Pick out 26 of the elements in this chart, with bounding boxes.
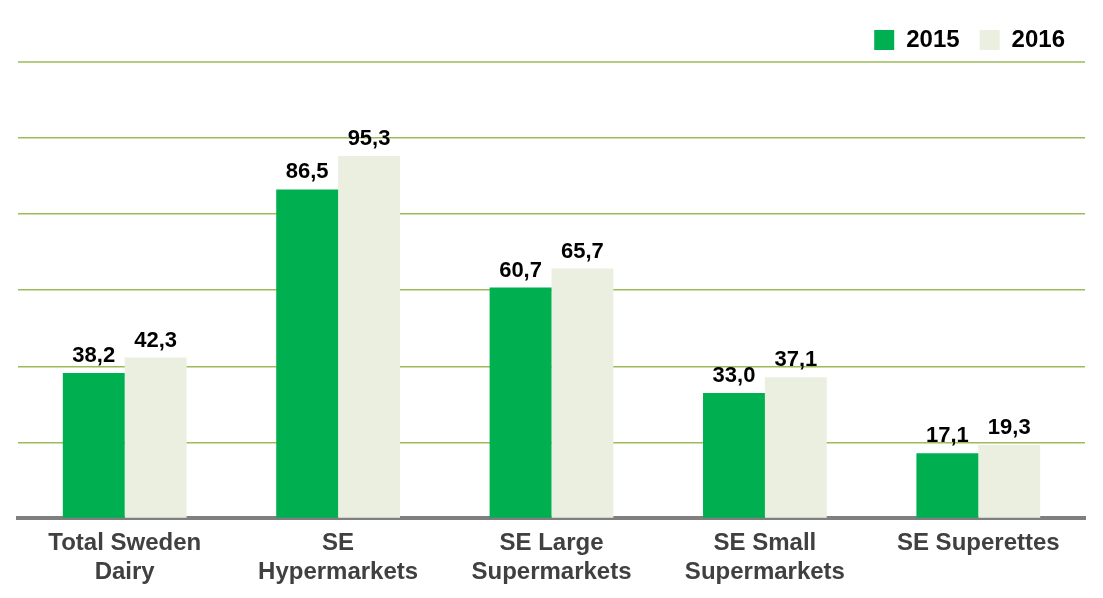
data-label: 60,7 [499, 256, 542, 282]
bar [124, 357, 187, 518]
bar [551, 268, 614, 518]
bar [489, 287, 552, 518]
bar [764, 377, 827, 518]
x-tick-label: SE Hypermarkets [258, 528, 419, 585]
bar [978, 445, 1041, 518]
bar [916, 453, 979, 518]
data-label: 17,1 [925, 422, 969, 448]
bar [62, 373, 125, 518]
x-tick-label: Total Sweden Dairy [48, 528, 202, 585]
data-label: 38,2 [72, 342, 116, 368]
legend-label: 2015 [906, 24, 960, 52]
data-label: 42,3 [134, 326, 178, 352]
data-label: 37,1 [774, 346, 818, 372]
data-label: 65,7 [561, 237, 604, 263]
x-tick-label: SE Large Supermarkets [471, 528, 632, 585]
legend-label: 2016 [1011, 24, 1065, 52]
data-label: 33,0 [712, 361, 756, 387]
x-tick-label: SE Small Supermarkets [684, 528, 845, 585]
bar [338, 155, 400, 518]
data-label: 19,3 [987, 414, 1031, 440]
bar [703, 392, 765, 518]
data-label: 86,5 [285, 158, 329, 184]
bar [276, 189, 339, 518]
x-tick-label: SE Superettes [896, 528, 1060, 556]
